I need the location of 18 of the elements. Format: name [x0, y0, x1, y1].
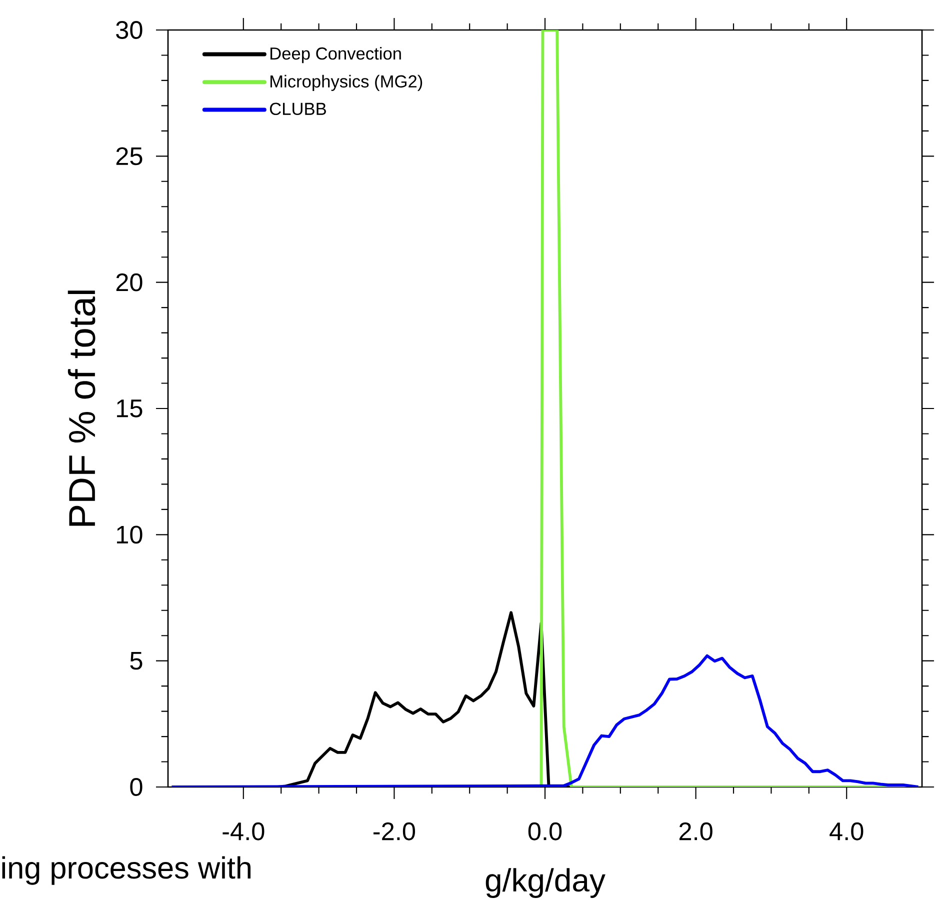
- x-tick-label: 4.0: [830, 822, 864, 840]
- x-axis-title: g/kg/day: [486, 868, 606, 898]
- y-tick-label: 10: [117, 526, 142, 544]
- x-tick-label: 2.0: [679, 822, 712, 840]
- y-tick-label: 30: [116, 21, 142, 39]
- legend-label: Deep Convection: [270, 46, 401, 64]
- y-tick-label: 25: [116, 147, 142, 166]
- y-tick-label: 15: [117, 400, 142, 418]
- y-axis-title: PDF % of total: [68, 290, 96, 526]
- text: ing processes with: [2, 856, 250, 885]
- legend-label: CLUBB: [270, 102, 326, 116]
- x-tick-label: -2.0: [374, 822, 416, 840]
- legend-label: Microphysics (MG2): [270, 74, 422, 92]
- y-tick-label: 20: [116, 273, 142, 292]
- x-tick-label: 0.0: [528, 822, 562, 840]
- x-tick-label: -4.0: [222, 822, 264, 840]
- y-tick-label: 5: [130, 652, 142, 670]
- y-tick-label: 0: [130, 778, 142, 796]
